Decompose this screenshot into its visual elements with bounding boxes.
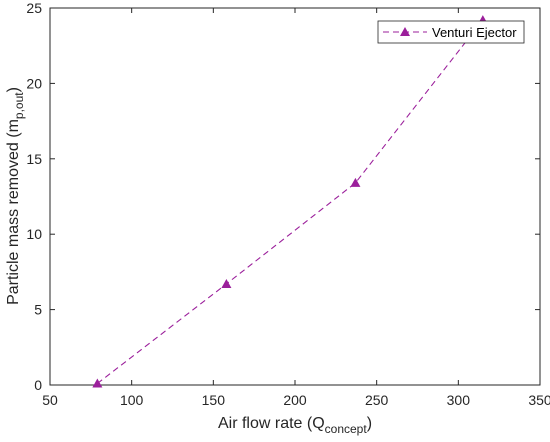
legend-marker-triangle: [400, 27, 410, 36]
y-tick-label: 20: [26, 75, 42, 91]
x-tick-label: 150: [202, 392, 226, 408]
legend: Venturi Ejector: [377, 20, 525, 44]
x-tick-label: 250: [365, 392, 389, 408]
y-tick-label: 0: [34, 377, 42, 393]
y-tick-label: 5: [34, 302, 42, 318]
y-axis-title: Particle mass removed (mp,out): [5, 87, 26, 305]
y-tick-label: 25: [26, 0, 42, 16]
x-tick-label: 200: [283, 392, 307, 408]
y-tick-label: 15: [26, 151, 42, 167]
y-tick-label: 10: [26, 226, 42, 242]
x-axis-title: Air flow rate (Qconcept): [218, 415, 372, 436]
data-point-marker: [350, 177, 361, 187]
legend-label: Venturi Ejector: [432, 25, 517, 40]
plot-area: [49, 7, 541, 386]
legend-box: [377, 20, 525, 44]
series-line: [97, 19, 484, 384]
x-tick-label: 350: [528, 392, 550, 408]
data-point-marker: [221, 278, 232, 288]
x-tick-label: 100: [120, 392, 144, 408]
data-point-marker: [92, 378, 103, 388]
x-tick-label: 300: [447, 392, 471, 408]
x-tick-label: 50: [42, 392, 58, 408]
